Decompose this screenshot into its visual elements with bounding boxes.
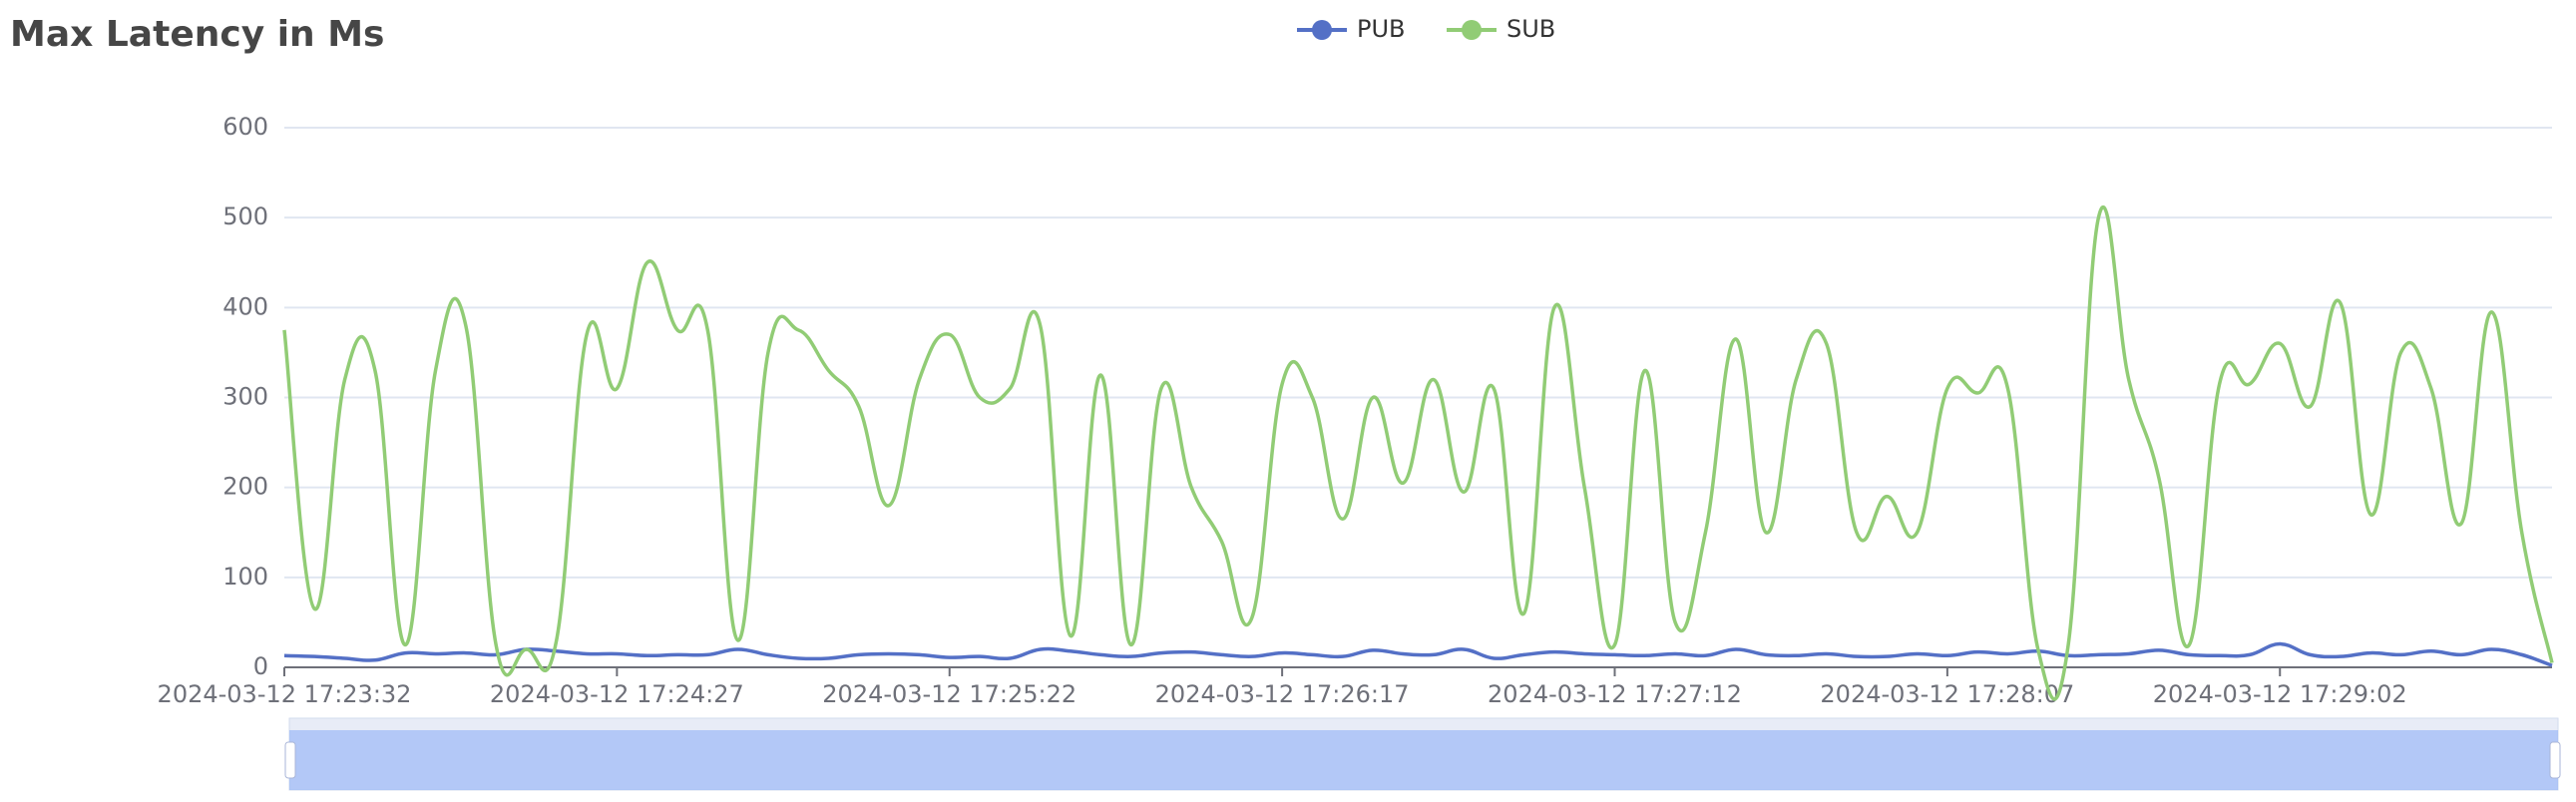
legend-label: SUB xyxy=(1506,15,1555,43)
x-tick-label: 2024-03-12 17:28:07 xyxy=(1820,680,2074,708)
x-tick-label: 2024-03-12 17:24:27 xyxy=(490,680,744,708)
y-tick-label: 500 xyxy=(222,202,268,230)
line-series xyxy=(282,205,2554,701)
y-tick-label: 400 xyxy=(222,292,268,320)
zoom-window[interactable] xyxy=(289,730,2558,790)
y-tick-label: 300 xyxy=(222,383,268,411)
y-tick-label: 200 xyxy=(222,473,268,501)
y-tick-label: 100 xyxy=(222,563,268,591)
zoom-handle-right[interactable] xyxy=(2549,741,2561,779)
x-tick-label: 2024-03-12 17:25:22 xyxy=(822,680,1076,708)
zoom-handle-left[interactable] xyxy=(284,741,296,779)
x-tick-label: 2024-03-12 17:23:32 xyxy=(158,680,412,708)
data-zoom xyxy=(284,717,2561,791)
legend-marker xyxy=(1462,20,1482,40)
x-tick-label: 2024-03-12 17:29:02 xyxy=(2153,680,2407,708)
y-tick-label: 600 xyxy=(222,113,268,141)
x-tick-label: 2024-03-12 17:27:12 xyxy=(1488,680,1742,708)
legend-label: PUB xyxy=(1357,15,1406,43)
line-series xyxy=(283,641,2553,667)
x-tick-label: 2024-03-12 17:26:17 xyxy=(1155,680,1410,708)
y-tick-label: 0 xyxy=(253,652,268,680)
chart-title: Max Latency in Ms xyxy=(10,14,384,55)
legend-marker xyxy=(1312,20,1332,40)
